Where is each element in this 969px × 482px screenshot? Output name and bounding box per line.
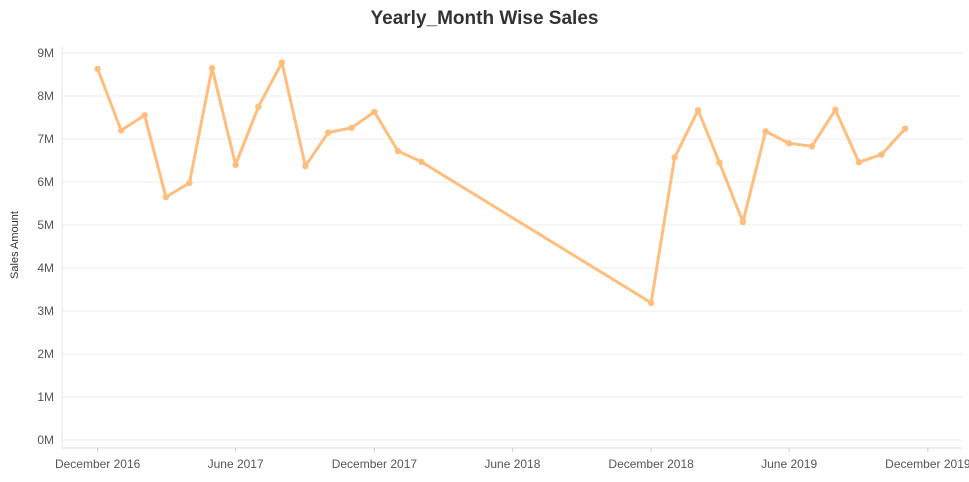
y-tick-label: 7M <box>37 132 54 146</box>
x-tick-label: June 2019 <box>761 457 817 471</box>
data-point[interactable] <box>162 193 170 201</box>
data-point[interactable] <box>647 299 655 306</box>
data-point[interactable] <box>762 128 769 135</box>
x-tick-label: June 2018 <box>484 457 540 471</box>
data-point[interactable] <box>716 159 723 166</box>
x-tick-label: December 2019 <box>885 457 969 471</box>
y-tick-label: 6M <box>37 175 54 189</box>
x-tick-label: December 2017 <box>332 457 418 471</box>
data-point[interactable] <box>186 179 193 187</box>
x-tick-label: December 2018 <box>608 457 694 471</box>
y-tick-label: 0M <box>37 433 54 447</box>
axes: 0M 1M 2M 3M 4M 5M 6M 7M 8M 9M December 2016 June 20… <box>37 46 969 471</box>
data-point[interactable] <box>302 162 309 170</box>
data-point[interactable] <box>855 159 863 166</box>
y-tick-label: 9M <box>37 46 54 60</box>
y-tick-label: 8M <box>37 89 54 103</box>
data-point[interactable] <box>739 218 747 226</box>
data-point[interactable] <box>371 108 378 116</box>
data-point[interactable] <box>808 143 816 150</box>
data-point[interactable] <box>394 147 402 155</box>
data-point[interactable] <box>694 107 702 114</box>
x-tick-label: June 2017 <box>208 457 264 471</box>
data-point[interactable] <box>785 140 793 147</box>
chart-title: Yearly_Month Wise Sales <box>370 8 599 29</box>
series-line <box>96 61 907 305</box>
data-point[interactable] <box>418 158 425 165</box>
series-layer <box>94 59 909 306</box>
data-point[interactable] <box>94 65 101 73</box>
y-tick-label: 1M <box>37 390 54 404</box>
x-tick-label: December 2016 <box>55 457 141 471</box>
data-point[interactable] <box>255 103 262 111</box>
y-tick-label: 3M <box>37 304 54 318</box>
y-tick-label: 5M <box>37 218 54 232</box>
data-point[interactable] <box>278 59 286 66</box>
grid-lines <box>62 52 962 441</box>
data-point[interactable] <box>141 112 148 119</box>
data-point[interactable] <box>208 64 216 72</box>
data-point[interactable] <box>117 127 125 134</box>
data-point[interactable] <box>324 129 332 136</box>
data-point[interactable] <box>348 124 355 131</box>
data-point[interactable] <box>232 161 239 168</box>
data-point[interactable] <box>671 154 678 161</box>
y-tick-label: 2M <box>37 347 54 361</box>
data-point[interactable] <box>878 151 885 158</box>
data-point[interactable] <box>832 106 839 114</box>
y-tick-label: 4M <box>37 261 54 275</box>
data-point[interactable] <box>901 125 909 132</box>
